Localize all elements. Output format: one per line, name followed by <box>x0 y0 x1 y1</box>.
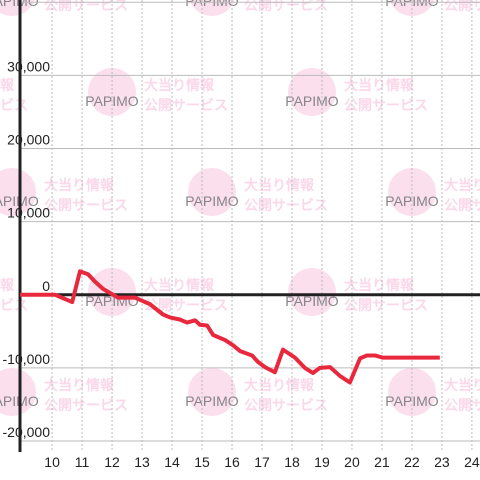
watermark-logo-text: PAPIMO <box>185 193 239 209</box>
watermark-text: 公開サービス <box>344 97 428 113</box>
watermark-text: 大当り情報 <box>344 77 415 93</box>
watermark-logo-text: PAPIMO <box>185 393 239 409</box>
watermark-text: 大当り情報 <box>444 177 480 193</box>
y-tick-label: 40,000 <box>7 0 50 1</box>
x-tick-label: 21 <box>374 454 390 470</box>
watermark-text: 大当り情報 <box>444 377 480 393</box>
data-line <box>20 269 440 385</box>
watermark-text: 大当り情報 <box>44 177 115 193</box>
watermark-text: 公開サービス <box>444 397 480 413</box>
watermark-logo <box>288 68 336 116</box>
watermark-text: 大当り情報 <box>144 277 215 293</box>
x-tick-label: 13 <box>134 454 150 470</box>
y-tick-label: 10,000 <box>7 205 50 221</box>
watermark-text: 公開サービス <box>144 97 228 113</box>
watermark-logo <box>188 368 236 416</box>
watermark-logo-text: PAPIMO <box>285 293 339 309</box>
watermark-logo <box>189 0 235 16</box>
x-tick-label: 15 <box>194 454 210 470</box>
y-tick-label: 0 <box>42 278 50 294</box>
watermark-logo <box>288 268 336 316</box>
watermark-text: 公開サービス <box>44 397 128 413</box>
watermark-text: 公開サービス <box>244 397 328 413</box>
watermark-text: 公開サービス <box>444 0 480 13</box>
watermark-text: 公開サービス <box>44 197 128 213</box>
watermark-text: 大当り情報 <box>44 377 115 393</box>
watermark-logo <box>188 168 236 216</box>
y-tick-label: 30,000 <box>7 58 50 74</box>
watermark-logo <box>0 368 36 416</box>
watermark-logo <box>0 168 36 216</box>
watermark-text: 大当り情報 <box>244 177 315 193</box>
y-tick-label: 20,000 <box>7 131 50 147</box>
x-tick-label: 22 <box>404 454 420 470</box>
watermark-text: 大当り情報 <box>244 377 315 393</box>
x-tick-label: 20 <box>344 454 360 470</box>
x-tick-label: 12 <box>104 454 120 470</box>
watermark-text: 公開サービス <box>0 297 28 313</box>
watermark-text: 公開サービス <box>0 97 28 113</box>
watermark-text: 公開サービス <box>244 197 328 213</box>
watermark-text: 大当り情報 <box>344 277 415 293</box>
x-tick-label: 18 <box>284 454 300 470</box>
x-tick-label: 14 <box>164 454 180 470</box>
watermark-text: 公開サービス <box>444 197 480 213</box>
watermark-text: 大当り情報 <box>0 277 15 293</box>
x-tick-label: 24 <box>464 454 480 470</box>
watermark-logo <box>0 0 35 16</box>
watermark-text: 大当り情報 <box>0 77 15 93</box>
watermark-logo-text: PAPIMO <box>185 0 239 9</box>
watermark-text: 公開サービス <box>344 297 428 313</box>
y-tick-label: -10,000 <box>3 351 51 367</box>
watermark-logo <box>389 0 435 16</box>
watermark-text: 公開サービス <box>144 297 228 313</box>
y-tick-label: -20,000 <box>3 424 51 440</box>
x-tick-label: 19 <box>314 454 330 470</box>
x-tick-label: 16 <box>224 454 240 470</box>
x-tick-label: 17 <box>254 454 270 470</box>
x-tick-label: 10 <box>44 454 60 470</box>
watermark-text: 大当り情報 <box>144 77 215 93</box>
watermark-text: 公開サービス <box>244 0 328 13</box>
x-tick-label: 11 <box>75 454 90 470</box>
watermark-text: 公開サービス <box>44 0 128 13</box>
watermark-logo-text: PAPIMO <box>285 93 339 109</box>
watermarks: PAPIMO大当り情報公開サービスPAPIMO大当り情報公開サービスPAPIMO… <box>0 0 480 416</box>
x-tick-label: 23 <box>434 454 450 470</box>
